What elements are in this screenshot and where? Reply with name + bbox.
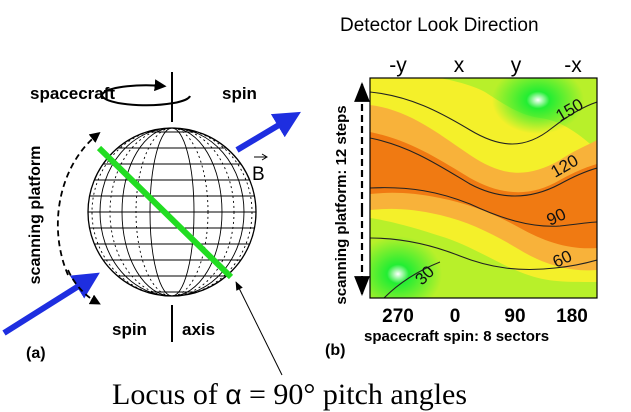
scanning-platform-arc-arrow-down	[67, 269, 101, 305]
magnetic-field-arrow-out	[235, 111, 301, 153]
spin-label-top: spin	[222, 84, 257, 103]
right-panel: Detector Look Direction -y x y -x	[325, 15, 598, 359]
bottom-tick-label: 0	[450, 306, 461, 327]
plot-frame	[369, 77, 598, 299]
pitch-angle-contour-plot: 150 120 90 60 30	[370, 78, 597, 298]
green-maximum-spot	[492, 78, 584, 134]
spacecraft-label: spacecraft	[30, 84, 115, 103]
top-tick-label: -y	[389, 54, 407, 77]
caption-prefix: Locus of	[112, 378, 225, 411]
bottom-tick-label: 90	[504, 306, 525, 327]
top-direction-ticks: -y x y -x	[389, 54, 582, 77]
field-b-label: B	[252, 164, 265, 185]
caption: Locus of α = 90° pitch angles	[112, 378, 467, 411]
bottom-tick-label: 270	[382, 306, 414, 327]
right-panel-title: Detector Look Direction	[340, 15, 539, 36]
panel-a-letter: (a)	[26, 345, 46, 362]
panel-b-letter: (b)	[325, 342, 345, 359]
top-tick-label: y	[511, 54, 522, 77]
vector-arrow-icon	[254, 153, 268, 161]
axis-label: axis	[182, 320, 215, 339]
top-tick-label: -x	[564, 54, 582, 77]
top-tick-label: x	[454, 54, 465, 77]
caption-pointer-arrow	[235, 281, 283, 376]
bottom-spin-ticks: 270 0 90 180	[382, 306, 588, 327]
green-minimum-spot	[370, 236, 442, 298]
spin-label-bottom: spin	[112, 320, 147, 339]
caption-suffix: = 90° pitch angles	[242, 378, 468, 411]
magnetic-field-arrow-in	[2, 272, 100, 336]
spin-axis-label: spacecraft spin: 8 sectors	[364, 328, 549, 345]
pitch-angle-locus-line	[96, 145, 234, 280]
scanning-platform-arc-arrow	[56, 131, 101, 276]
scan-axis-label: scanning platform: 12 steps	[333, 105, 350, 304]
alpha-symbol: α	[225, 379, 241, 410]
spin-rotation-arrow	[101, 79, 191, 107]
bottom-tick-label: 180	[556, 306, 588, 327]
scanning-platform-label: scanning platform	[27, 146, 44, 285]
left-panel: spacecraft spin	[2, 72, 301, 362]
